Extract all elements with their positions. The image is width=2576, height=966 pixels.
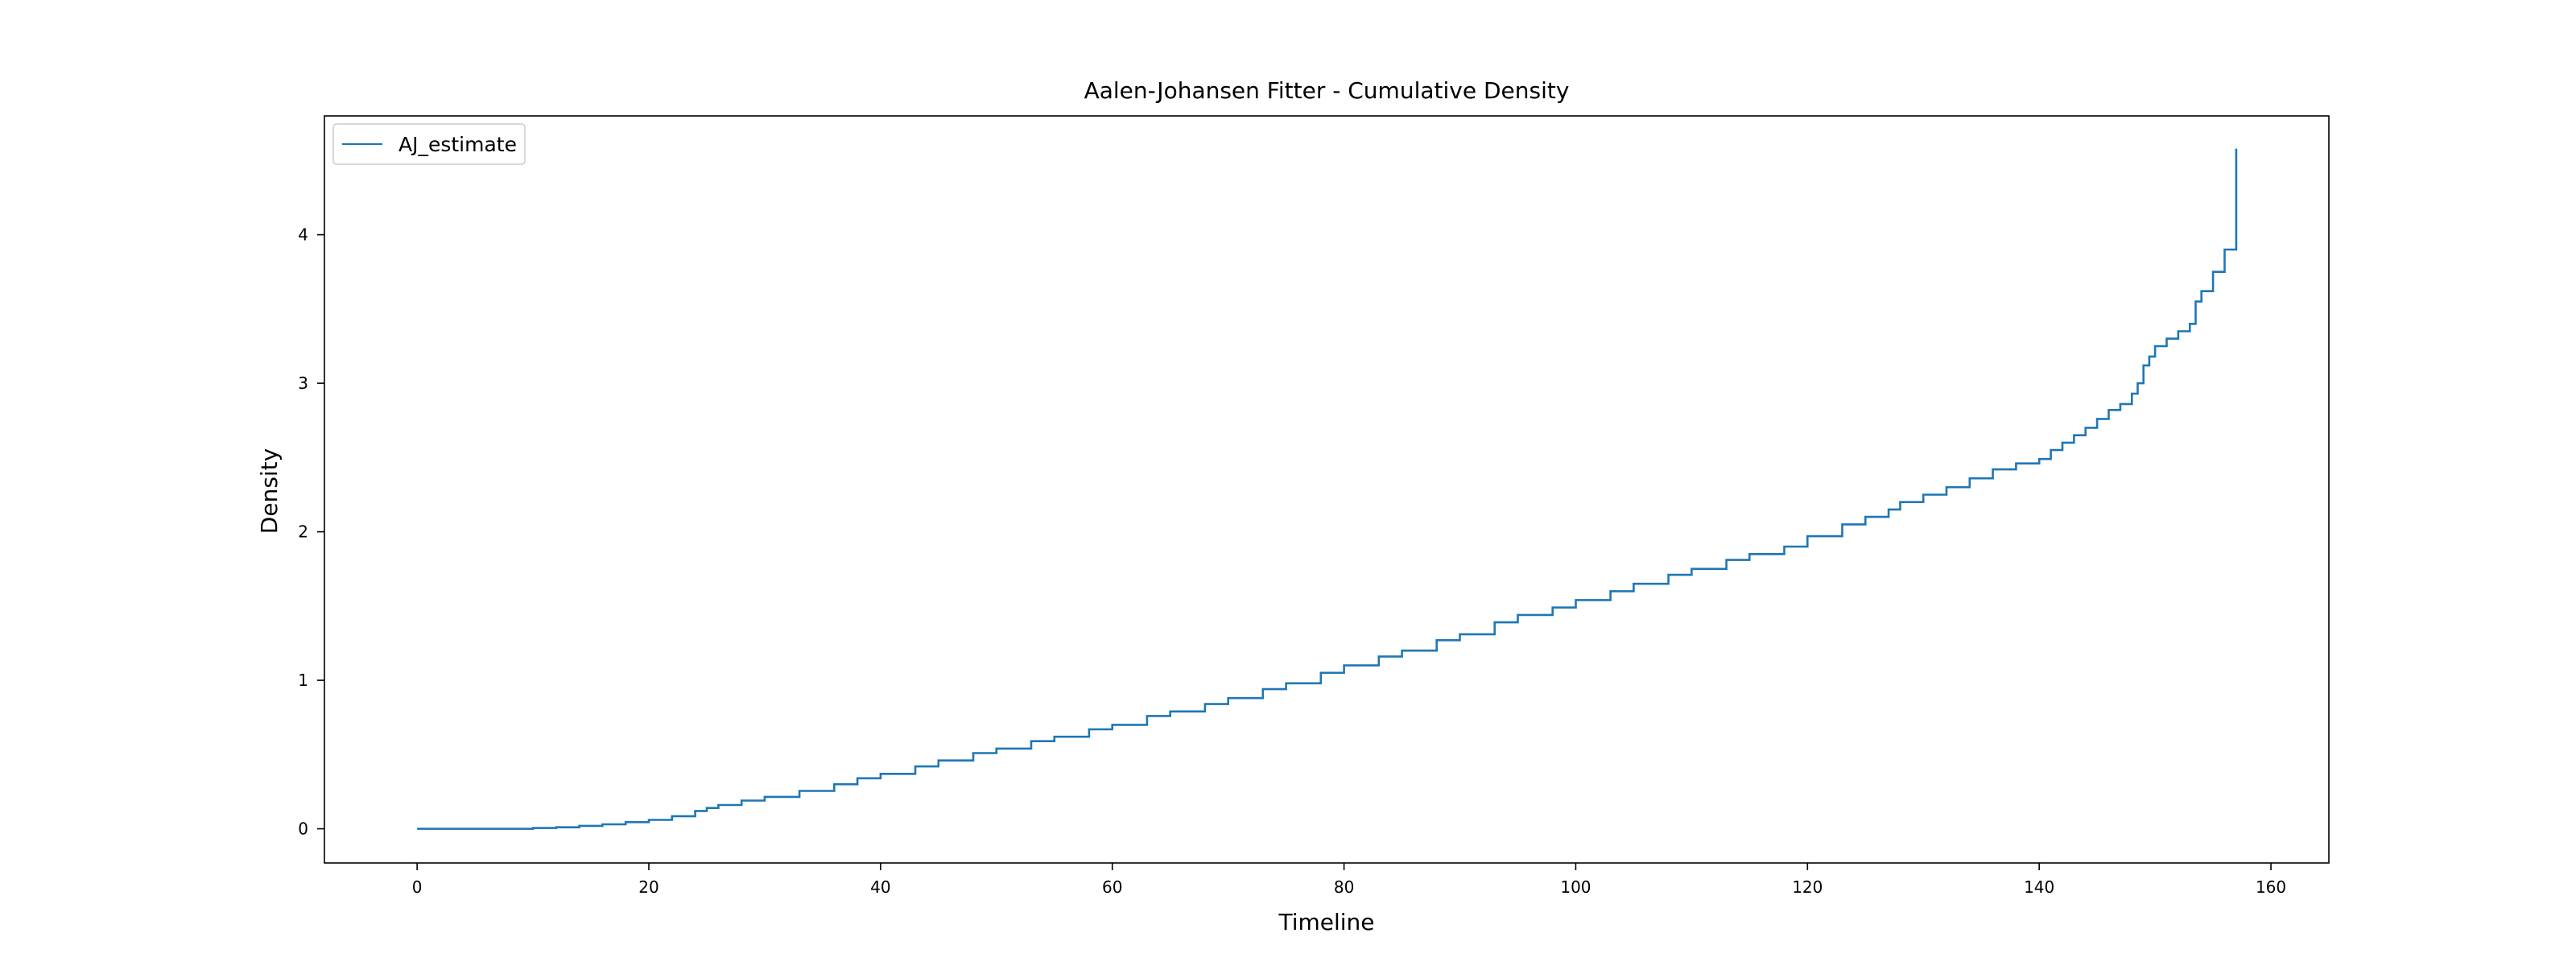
series-line-aj-estimate [417,148,2238,830]
x-tick-label: 0 [412,877,423,897]
series-layer [417,148,2238,830]
legend-box [332,123,526,165]
x-axis-label: Timeline [1278,909,1374,935]
x-tick-label: 100 [1560,877,1591,897]
plot-area: 0 20 40 60 80 100 120 140 160 0 1 2 3 4 [298,115,2330,897]
x-tick-label: 120 [1792,877,1823,897]
x-tick-label: 40 [870,877,890,897]
y-axis-label: Density [256,448,283,534]
x-tick-label: 80 [1334,877,1354,897]
y-tick-label: 0 [298,819,308,839]
x-tick-label: 20 [638,877,658,897]
y-tick-label: 3 [298,374,308,393]
legend-label-aj-estimate: AJ_estimate [398,133,517,156]
x-tick-label: 60 [1102,877,1122,897]
x-axis: 0 20 40 60 80 100 120 140 160 [412,863,2286,897]
y-tick-label: 1 [298,671,308,690]
legend: AJ_estimate [332,123,526,165]
y-tick-label: 2 [298,522,308,542]
x-tick-label: 160 [2256,877,2286,897]
x-tick-label: 140 [2024,877,2054,897]
axes-frame [324,115,2330,864]
chart-title: Aalen-Johansen Fitter - Cumulative Densi… [1084,77,1570,104]
y-axis: 0 1 2 3 4 [298,225,324,839]
y-tick-label: 4 [298,225,308,245]
